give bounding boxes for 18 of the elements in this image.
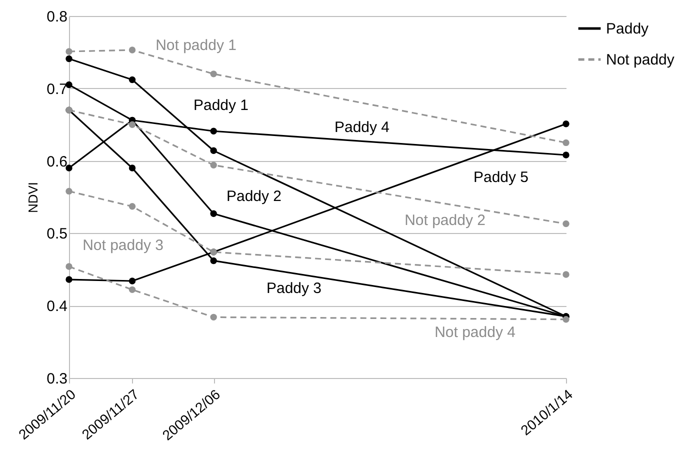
annotation: Not paddy 3: [82, 237, 164, 254]
y-tick-label: 0.7: [46, 80, 68, 98]
y-tick-label: 0.5: [46, 226, 68, 243]
annotation: Paddy 3: [266, 280, 322, 297]
y-tick-label: 0.6: [46, 153, 68, 170]
y-tick-label: 0.8: [46, 8, 68, 26]
annotation: Not paddy 1: [156, 37, 236, 54]
y-tick-label: 0.3: [46, 370, 68, 388]
annotation: Paddy 4: [334, 119, 390, 136]
annotation: Paddy 1: [193, 97, 249, 114]
legend-label: Not paddy: [606, 52, 675, 68]
legend-label: Paddy: [606, 20, 650, 38]
annotation: Not paddy 2: [404, 212, 486, 229]
annotation: Paddy 5: [473, 169, 529, 186]
y-tick-label: 0.4: [46, 298, 68, 316]
y-axis-title: NDVI: [26, 182, 41, 214]
annotation: Paddy 2: [226, 188, 282, 205]
annotation: Not paddy 4: [434, 324, 516, 341]
